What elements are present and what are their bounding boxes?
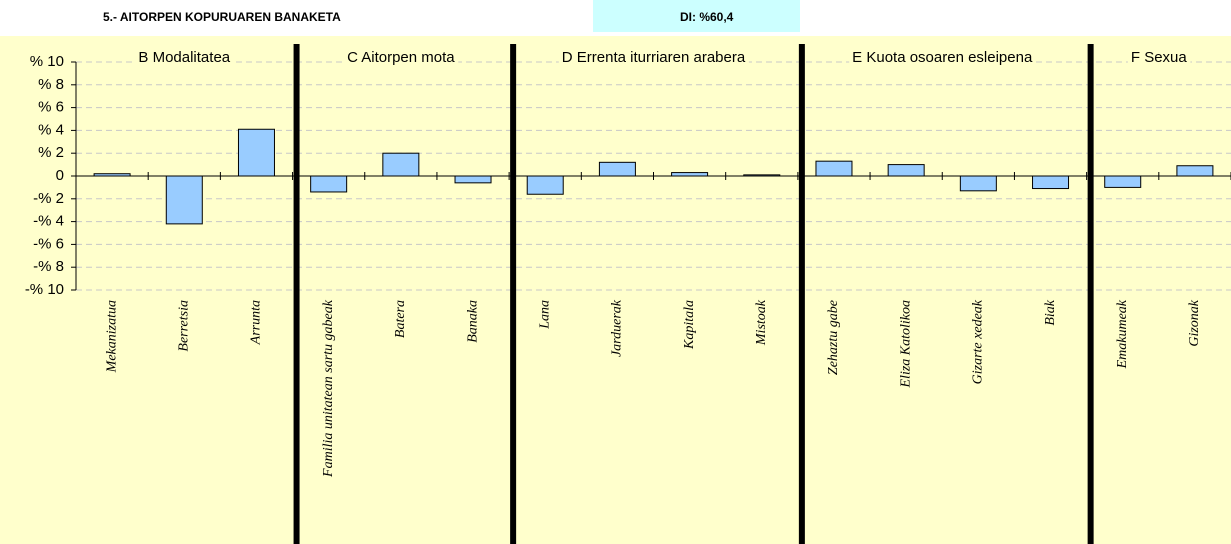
bar xyxy=(743,174,781,177)
group-label: E Kuota osoaren esleipena xyxy=(852,49,1033,66)
bar xyxy=(310,175,348,193)
y-tick-label: -% 4 xyxy=(33,213,64,230)
bar xyxy=(93,173,131,177)
x-tick-label: Mistoak xyxy=(754,299,769,346)
group-label-bg xyxy=(135,48,234,66)
bar xyxy=(1032,175,1070,190)
x-tick-label: Jarduerak xyxy=(610,299,625,357)
group-label-bg xyxy=(558,48,749,66)
group-label: C Aitorpen mota xyxy=(347,49,455,66)
x-tick-label: Lana xyxy=(537,300,552,330)
group-label: D Errenta iturriaren arabera xyxy=(562,49,746,66)
x-tick-label: Familia unitatean sartu gabeak xyxy=(321,299,336,478)
bar xyxy=(598,161,636,177)
x-tick-label: Emakumeak xyxy=(1115,299,1130,369)
y-tick-label: % 6 xyxy=(38,99,64,116)
chart-area xyxy=(0,36,1231,544)
x-tick-label: Arrunta xyxy=(249,300,264,345)
di-box xyxy=(593,0,800,32)
x-tick-label: Gizarte xedeak xyxy=(971,299,986,384)
bar xyxy=(887,164,925,177)
y-tick-label: 0 xyxy=(56,167,64,184)
y-tick-label: % 10 xyxy=(30,53,64,70)
bar xyxy=(1176,165,1214,177)
bar xyxy=(671,172,709,177)
di-label: DI: %60,4 xyxy=(680,10,734,24)
x-tick-label: Kapitala xyxy=(682,300,697,350)
x-tick-label: Zehaztu gabe xyxy=(826,300,841,375)
group-label: F Sexua xyxy=(1131,49,1188,66)
bar xyxy=(237,128,275,177)
group-label-bg xyxy=(344,48,459,66)
bar xyxy=(815,160,853,177)
group-label-bg xyxy=(849,48,1036,66)
x-tick-label: Gizonak xyxy=(1187,299,1202,346)
x-tick-label: Berretsia xyxy=(177,300,192,352)
bar xyxy=(526,175,564,195)
y-tick-label: % 2 xyxy=(38,144,64,161)
y-tick-label: % 8 xyxy=(38,76,64,93)
y-tick-label: % 4 xyxy=(38,121,64,138)
x-tick-label: Batera xyxy=(393,300,408,338)
bar xyxy=(959,175,997,192)
bar xyxy=(165,175,203,225)
bar xyxy=(1104,175,1142,188)
y-tick-label: -% 10 xyxy=(25,281,64,298)
y-tick-label: -% 2 xyxy=(33,190,64,207)
group-label: B Modalitatea xyxy=(138,49,230,66)
x-tick-label: Eliza Katolikoa xyxy=(898,300,913,389)
bar xyxy=(382,152,420,177)
title: 5.- AITORPEN KOPURUAREN BANAKETA xyxy=(103,10,341,24)
x-tick-label: Biak xyxy=(1043,299,1058,325)
bar xyxy=(454,175,492,184)
y-tick-label: -% 6 xyxy=(33,235,64,252)
x-tick-label: Mekanizatua xyxy=(104,300,119,373)
x-tick-label: Banaka xyxy=(465,300,480,343)
group-label-bg xyxy=(1127,48,1191,66)
y-tick-label: -% 8 xyxy=(33,258,64,275)
